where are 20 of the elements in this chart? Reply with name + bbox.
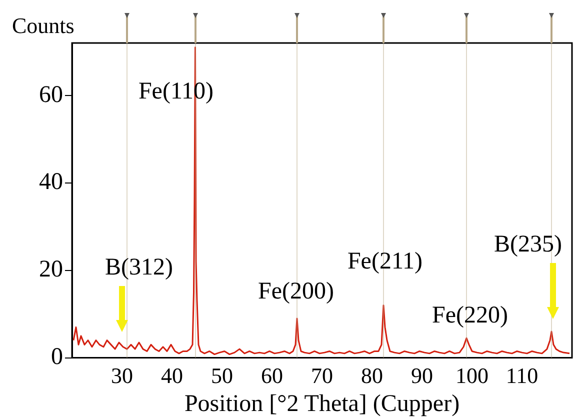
x-tick-label: 30 [111,362,133,388]
annotation: B(312) [105,254,173,280]
annotation: Fe(200) [258,278,334,304]
x-tick-label: 50 [211,362,233,388]
x-tick-label: 60 [261,362,283,388]
x-tick-label: 80 [361,362,383,388]
x-axis-title: Position [°2 Theta] (Cupper) [184,390,460,417]
x-tick-label: 100 [456,362,488,388]
x-tick-label: 40 [161,362,183,388]
y-axis-title: Counts [12,12,74,38]
x-tick-label: 90 [411,362,433,388]
y-tick-label: 20 [39,256,63,283]
x-tick-label: 70 [311,362,333,388]
annotation: Fe(220) [432,302,508,328]
annotation: Fe(211) [347,248,423,274]
x-tick-label: 110 [506,362,538,388]
annotation: B(235) [494,231,562,258]
y-tick-label: 60 [39,82,63,108]
y-tick-label: 40 [39,169,63,196]
y-tick-label: 0 [51,344,63,370]
